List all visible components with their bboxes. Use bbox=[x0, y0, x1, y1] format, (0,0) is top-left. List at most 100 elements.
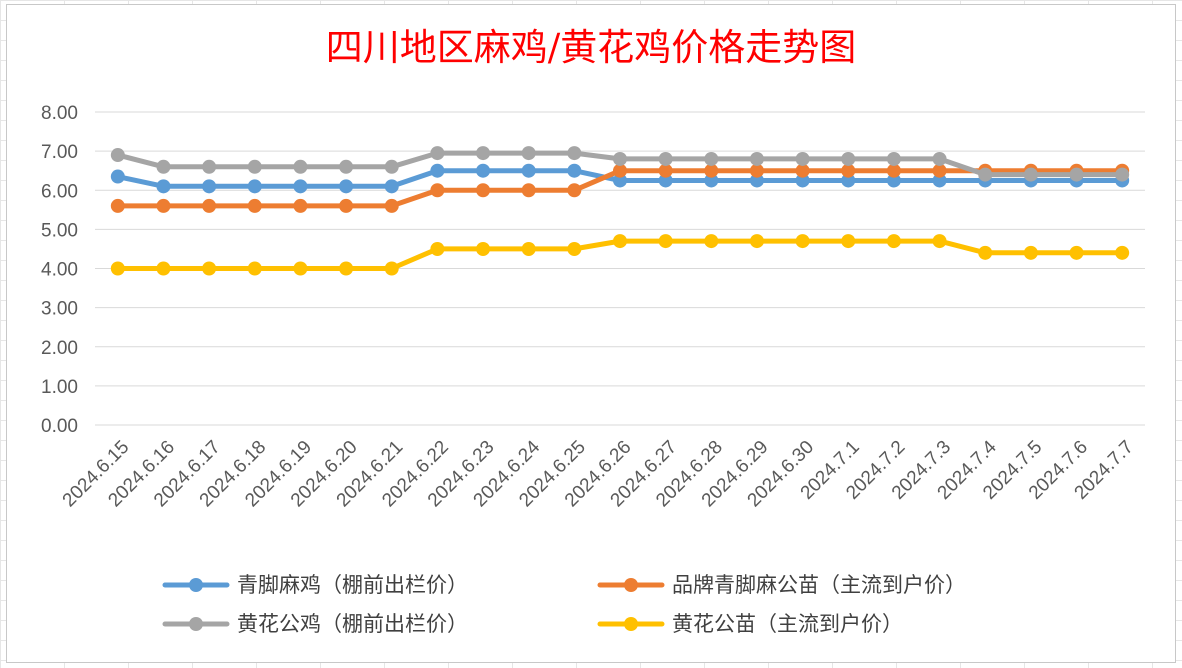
data-point bbox=[932, 234, 947, 249]
data-point bbox=[293, 261, 308, 276]
x-axis-tick-labels: 2024.6.152024.6.162024.6.172024.6.182024… bbox=[59, 436, 1138, 511]
data-point bbox=[156, 179, 171, 194]
data-point bbox=[430, 146, 445, 161]
data-point bbox=[476, 183, 491, 198]
data-point bbox=[704, 234, 719, 249]
legend-item: 青脚麻鸡（棚前出栏价） bbox=[162, 573, 468, 597]
data-point bbox=[384, 179, 399, 194]
y-tick-label: 4.00 bbox=[41, 260, 78, 281]
data-point bbox=[247, 179, 262, 194]
data-point bbox=[202, 159, 217, 174]
legend-label: 黄花公苗（主流到户价） bbox=[672, 612, 903, 636]
data-point bbox=[156, 261, 171, 276]
data-point bbox=[293, 179, 308, 194]
data-point bbox=[886, 234, 901, 249]
y-tick-label: 7.00 bbox=[41, 142, 78, 163]
legend-label: 青脚麻鸡（棚前出栏价） bbox=[237, 573, 468, 597]
legend-swatch-marker bbox=[624, 578, 638, 592]
data-point bbox=[1115, 167, 1130, 182]
data-point bbox=[704, 173, 719, 188]
data-point bbox=[339, 261, 354, 276]
data-point bbox=[430, 163, 445, 178]
legend-label: 品牌青脚麻公苗（主流到户价） bbox=[672, 573, 966, 597]
data-point bbox=[339, 198, 354, 213]
data-point bbox=[886, 173, 901, 188]
data-point bbox=[749, 234, 764, 249]
data-point bbox=[704, 151, 719, 166]
chart-title: 四川地区麻鸡/黄花鸡价格走势图 bbox=[326, 26, 856, 69]
data-point bbox=[841, 151, 856, 166]
data-point bbox=[841, 234, 856, 249]
data-point bbox=[384, 261, 399, 276]
data-point bbox=[430, 241, 445, 256]
data-point bbox=[521, 163, 536, 178]
data-point bbox=[613, 151, 627, 166]
data-point bbox=[110, 261, 125, 276]
data-point bbox=[932, 173, 947, 188]
data-point bbox=[339, 159, 354, 174]
data-point bbox=[978, 245, 993, 260]
data-point bbox=[476, 146, 491, 161]
data-point bbox=[521, 241, 536, 256]
data-point bbox=[202, 198, 217, 213]
legend-item: 黄花公鸡（棚前出栏价） bbox=[162, 612, 468, 636]
data-point bbox=[1069, 167, 1084, 182]
legend-swatch-marker bbox=[189, 578, 203, 592]
y-tick-label: 2.00 bbox=[41, 338, 78, 359]
legend-swatch-marker bbox=[624, 617, 638, 631]
data-point bbox=[521, 183, 536, 198]
data-point bbox=[476, 241, 491, 256]
data-point bbox=[430, 183, 445, 198]
data-point bbox=[795, 234, 810, 249]
y-tick-label: 0.00 bbox=[41, 416, 78, 437]
data-point bbox=[476, 163, 491, 178]
y-tick-label: 5.00 bbox=[41, 220, 78, 241]
data-point bbox=[567, 241, 582, 256]
data-point bbox=[110, 198, 125, 213]
data-point bbox=[749, 151, 764, 166]
y-tick-label: 3.00 bbox=[41, 299, 78, 320]
y-tick-label: 8.00 bbox=[41, 103, 78, 124]
series-4 bbox=[110, 234, 1130, 276]
data-point bbox=[704, 163, 719, 178]
data-point bbox=[293, 159, 308, 174]
data-point bbox=[567, 146, 582, 161]
legend-item: 黄花公苗（主流到户价） bbox=[597, 612, 903, 636]
data-point bbox=[841, 163, 856, 178]
data-point bbox=[1115, 245, 1130, 260]
series-3 bbox=[110, 146, 1130, 182]
data-point bbox=[156, 198, 171, 213]
data-point bbox=[749, 163, 764, 178]
data-point bbox=[521, 146, 536, 161]
y-tick-label: 6.00 bbox=[41, 181, 78, 202]
gridlines bbox=[95, 111, 1145, 426]
y-tick-label: 1.00 bbox=[41, 377, 78, 398]
data-point bbox=[841, 173, 856, 188]
data-point bbox=[384, 159, 399, 174]
data-point bbox=[156, 159, 171, 174]
chart-area[interactable] bbox=[6, 4, 1176, 663]
legend-swatch-marker bbox=[189, 617, 203, 631]
data-point bbox=[110, 169, 125, 184]
data-point bbox=[247, 198, 262, 213]
data-point bbox=[932, 151, 947, 166]
data-point bbox=[613, 163, 627, 178]
legend: 青脚麻鸡（棚前出栏价） 品牌青脚麻公苗（主流到户价） 黄花公鸡（棚前出栏价） 黄花公苗… bbox=[162, 573, 966, 636]
data-point bbox=[978, 167, 993, 182]
data-point bbox=[202, 261, 217, 276]
data-point bbox=[886, 163, 901, 178]
data-point bbox=[247, 261, 262, 276]
data-point bbox=[795, 163, 810, 178]
data-point bbox=[339, 179, 354, 194]
legend-item: 品牌青脚麻公苗（主流到户价） bbox=[597, 573, 966, 597]
data-point bbox=[1023, 245, 1038, 260]
data-point bbox=[886, 151, 901, 166]
data-point bbox=[247, 159, 262, 174]
legend-label: 黄花公鸡（棚前出栏价） bbox=[237, 612, 468, 636]
data-point bbox=[658, 234, 673, 249]
data-point bbox=[795, 173, 810, 188]
data-point bbox=[613, 234, 627, 249]
data-point bbox=[110, 148, 125, 163]
data-point bbox=[658, 173, 673, 188]
